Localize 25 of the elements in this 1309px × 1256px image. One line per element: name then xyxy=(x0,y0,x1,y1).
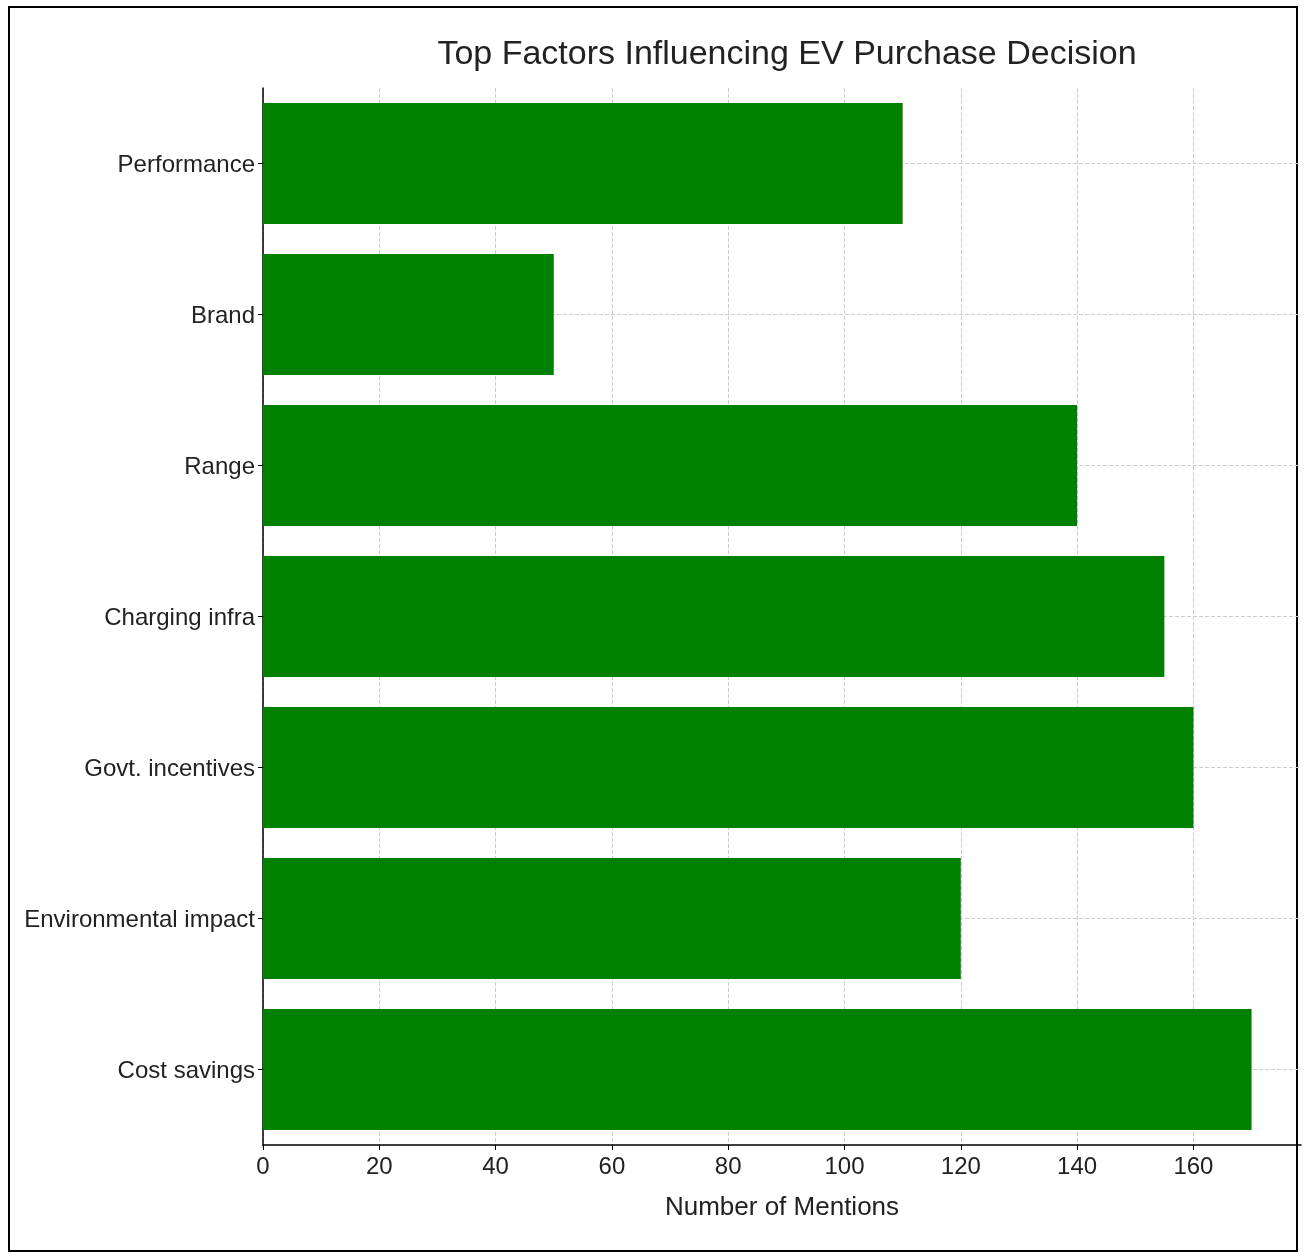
x-tick-label: 0 xyxy=(256,1151,270,1179)
chart-title: Top Factors Influencing EV Purchase Decision xyxy=(437,33,1137,71)
x-tick-label: 60 xyxy=(598,1151,626,1179)
x-tick-label: 20 xyxy=(365,1151,393,1179)
bar xyxy=(263,254,554,375)
x-tick-label: 160 xyxy=(1173,1151,1214,1179)
y-tick-label: Cost savings xyxy=(117,1056,255,1083)
y-tick-label: Performance xyxy=(117,150,255,177)
y-tick-label: Environmental impact xyxy=(24,905,256,932)
x-tick-label: 120 xyxy=(940,1151,981,1179)
y-tick-label: Charging infra xyxy=(104,603,256,630)
x-tick-label: 100 xyxy=(824,1151,865,1179)
x-tick-label: 80 xyxy=(714,1151,742,1179)
y-tick-label: Govt. incentives xyxy=(84,754,255,781)
y-tick-label: Brand xyxy=(190,301,255,328)
bar xyxy=(263,1009,1252,1130)
bar xyxy=(263,556,1165,677)
x-tick-label: 40 xyxy=(482,1151,509,1179)
x-axis-title: Number of Mentions xyxy=(664,1191,900,1221)
x-tick-label: 140 xyxy=(1057,1151,1098,1179)
bar xyxy=(263,858,961,979)
bar xyxy=(263,103,903,224)
bar xyxy=(263,405,1078,526)
bar xyxy=(263,707,1194,828)
y-tick-label: Range xyxy=(184,452,255,479)
